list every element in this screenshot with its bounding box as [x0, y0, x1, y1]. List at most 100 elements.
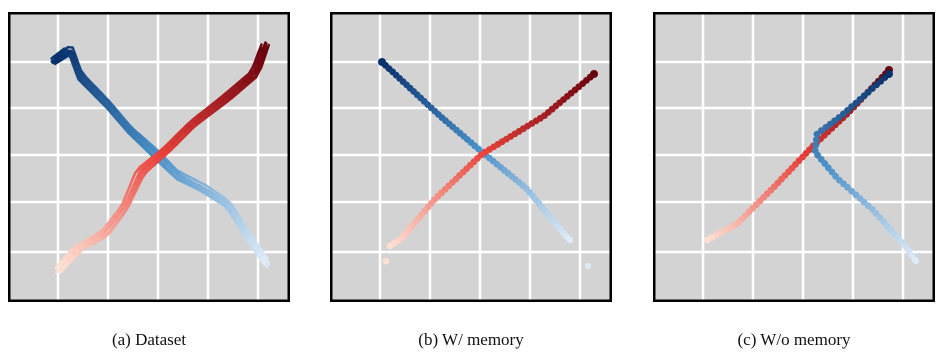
caption-with-memory: (b) W/ memory	[418, 330, 524, 349]
red-trajectory	[70, 243, 79, 252]
red-trajectory	[205, 111, 214, 119]
blue-trajectory	[137, 137, 146, 146]
plot-background	[9, 13, 289, 301]
red-trajectory	[181, 126, 190, 136]
red-trajectory	[135, 169, 142, 180]
red-trajectory	[127, 179, 134, 189]
red-trajectory	[173, 131, 182, 140]
plot-border	[330, 12, 612, 302]
red-trajectory	[199, 113, 209, 121]
red-trajectory	[88, 240, 99, 247]
red-trajectory	[259, 59, 265, 69]
red-trajectory	[222, 91, 232, 100]
red-trajectory	[145, 155, 154, 164]
red-trajectory	[245, 70, 255, 78]
blue-trajectory	[104, 101, 113, 111]
red-trajectory	[63, 252, 72, 262]
red-trajectory	[178, 125, 187, 135]
blue-trajectory	[164, 167, 173, 176]
red-trajectory	[121, 198, 129, 209]
red-trajectory	[177, 135, 186, 144]
blue-trajectory	[95, 87, 105, 96]
red-trajectory	[227, 85, 237, 94]
without-memory-plot	[653, 12, 935, 302]
blue-trajectory	[120, 116, 129, 126]
red-trajectory	[54, 260, 62, 270]
blue-trajectory	[240, 223, 248, 233]
red-trajectory	[218, 98, 228, 106]
red-trajectory	[152, 154, 162, 163]
red-trajectory	[65, 253, 74, 263]
blue-trajectory	[114, 114, 122, 124]
blue-trajectory	[187, 181, 197, 188]
blue-trajectory	[91, 91, 100, 100]
blue-trajectory	[130, 132, 139, 142]
red-trajectory	[81, 238, 91, 246]
red-trajectory	[106, 217, 114, 227]
blue-trajectory	[79, 80, 89, 89]
red-trajectory	[197, 111, 206, 119]
caption-dataset: (a) Dataset	[111, 330, 187, 349]
blue-trajectory	[51, 57, 61, 65]
red-trajectory	[138, 172, 144, 183]
blue-trajectory-point	[912, 257, 920, 265]
blue-trajectory	[99, 92, 108, 101]
red-trajectory	[129, 194, 135, 205]
blue-trajectory	[256, 252, 264, 262]
blue-trajectory	[241, 221, 249, 231]
red-trajectory	[151, 159, 161, 168]
red-trajectory	[58, 258, 66, 268]
blue-trajectory	[126, 122, 134, 132]
blue-trajectory	[131, 129, 140, 138]
red-trajectory	[206, 108, 215, 116]
blue-trajectory	[121, 125, 130, 134]
red-trajectory	[230, 91, 240, 100]
red-trajectory	[242, 81, 252, 89]
blue-trajectory	[205, 192, 215, 200]
red-trajectory	[71, 248, 80, 257]
red-trajectory	[77, 244, 87, 252]
red-trajectory	[95, 231, 105, 238]
red-trajectory	[81, 243, 92, 251]
red-trajectory	[125, 191, 132, 202]
blue-trajectory	[225, 205, 234, 215]
blue-trajectory	[73, 53, 79, 63]
blue-trajectory	[74, 70, 80, 81]
red-trajectory	[187, 121, 196, 130]
red-trajectory	[211, 106, 221, 114]
red-trajectory	[74, 241, 83, 250]
red-trajectory	[257, 43, 263, 54]
with-memory-plot	[330, 12, 612, 302]
red-trajectory	[234, 81, 244, 90]
blue-trajectory	[164, 157, 173, 166]
red-trajectory	[104, 228, 114, 236]
blue-trajectory	[197, 180, 207, 187]
red-trajectory	[100, 224, 109, 232]
red-trajectory	[195, 110, 205, 118]
blue-trajectory	[53, 58, 64, 66]
blue-trajectory	[178, 173, 188, 180]
red-trajectory	[188, 123, 197, 132]
blue-trajectory	[166, 162, 176, 171]
blue-trajectory	[172, 167, 181, 176]
red-trajectory	[141, 170, 149, 179]
red-trajectory	[75, 242, 84, 251]
red-trajectory	[116, 205, 124, 215]
blue-trajectory	[79, 68, 85, 79]
blue-trajectory	[230, 211, 238, 222]
red-trajectory	[161, 143, 171, 151]
blue-trajectory	[143, 140, 152, 149]
blue-trajectory	[249, 236, 257, 246]
plot-border	[8, 12, 290, 302]
blue-trajectory-point	[812, 141, 820, 149]
blue-trajectory	[217, 193, 228, 201]
blue-trajectory	[218, 201, 229, 209]
blue-trajectory	[261, 259, 269, 269]
blue-trajectory	[185, 177, 195, 184]
blue-trajectory	[212, 196, 222, 204]
blue-trajectory	[115, 110, 124, 120]
red-trajectory	[76, 247, 85, 256]
red-trajectory	[258, 48, 264, 59]
blue-trajectory	[57, 51, 67, 59]
blue-trajectory	[71, 57, 77, 68]
